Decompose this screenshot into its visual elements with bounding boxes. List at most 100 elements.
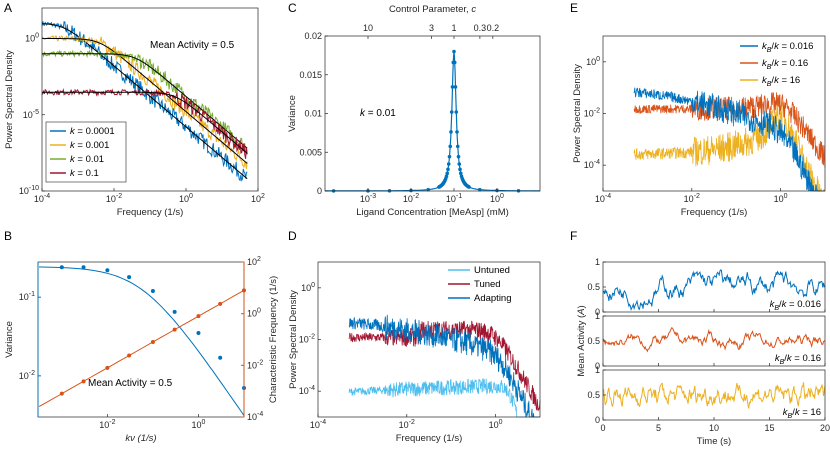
x-tick-label: 10 bbox=[709, 423, 719, 433]
x-axis-label: kν (1/s) bbox=[125, 433, 156, 444]
variance-point bbox=[218, 356, 222, 360]
variance-point bbox=[456, 145, 460, 149]
char-freq-line bbox=[39, 290, 244, 406]
psd-trace-untuned bbox=[349, 379, 540, 417]
top-tick-label: 10 bbox=[363, 23, 373, 33]
variance-point bbox=[459, 172, 463, 176]
trace-label-0: kB/k = 0.016 bbox=[770, 299, 821, 312]
variance-point bbox=[453, 61, 457, 65]
variance-point bbox=[448, 145, 452, 149]
y-tick-label: 0.02 bbox=[304, 31, 322, 41]
y-left-tick-label: 10-1 bbox=[19, 291, 35, 302]
variance-point bbox=[447, 162, 451, 166]
activity-trace-1 bbox=[603, 328, 825, 352]
variance-point bbox=[105, 268, 109, 272]
legend-label-tuned: Tuned bbox=[474, 279, 501, 290]
x-axis-label: Frequency (1/s) bbox=[681, 207, 748, 218]
x-tick-label: 10-1 bbox=[446, 193, 462, 204]
y-right-tick-label: 10-2 bbox=[247, 359, 263, 370]
variance-point bbox=[448, 155, 452, 159]
x-tick-label: 102 bbox=[251, 193, 265, 204]
panel-b-chart: 10-2 100 10-2 10-1 10-4 10-2 100 102 kν (1/s) Var… bbox=[4, 256, 279, 444]
panel-d-chart: 10-4 10-2 10010-410-2100Frequency (1/s)Pow… bbox=[288, 262, 540, 444]
legend-label-0.01: k = 0.01 bbox=[70, 154, 104, 165]
char-freq-point bbox=[151, 340, 155, 344]
x-tick-label: 5 bbox=[656, 423, 661, 433]
y-right-tick-label: 10-4 bbox=[247, 411, 263, 422]
legend-label-0.001: k = 0.001 bbox=[70, 140, 109, 151]
x-tick-label: 10-2 bbox=[684, 193, 700, 204]
legend-label-16: kB/k = 16 bbox=[762, 75, 800, 88]
x-tick-label: 10-4 bbox=[595, 193, 611, 204]
char-freq-point bbox=[127, 354, 131, 358]
char-freq-point bbox=[196, 314, 200, 318]
x-tick-label: 10-3 bbox=[360, 193, 376, 204]
variance-point bbox=[457, 162, 461, 166]
panel-a-chart: 10-4 10-2 100 102 10-10 10-5 100 Frequency (1/s… bbox=[4, 8, 265, 218]
legend-label-adapting: Adapting bbox=[474, 293, 512, 304]
y-tick-label: 10-4 bbox=[299, 385, 315, 396]
panel-label-c: C bbox=[288, 1, 297, 15]
x-tick-label: 10-4 bbox=[34, 193, 50, 204]
y-tick-label: 100 bbox=[586, 56, 600, 67]
top-tick-label: 1 bbox=[451, 23, 456, 33]
annotation-k: k = 0.01 bbox=[360, 108, 396, 119]
char-freq-point bbox=[218, 302, 222, 306]
variance-point bbox=[446, 168, 450, 172]
y-left-axis-label: Variance bbox=[4, 321, 15, 358]
x-axis-label: Time (s) bbox=[697, 436, 731, 447]
variance-point bbox=[445, 175, 449, 179]
variance-point bbox=[455, 130, 459, 134]
variance-point bbox=[457, 155, 461, 159]
figure-canvas: A B C D E F 10-4 10-2 100 10210-1010-5100Fr… bbox=[0, 0, 830, 451]
y-tick-label: 10-4 bbox=[584, 159, 600, 170]
variance-curve bbox=[39, 267, 244, 416]
variance-curve bbox=[325, 52, 540, 191]
variance-point bbox=[449, 130, 453, 134]
char-freq-point bbox=[173, 328, 177, 332]
y-axis-label: Power Spectral Density bbox=[288, 290, 299, 389]
y-tick-label: 10-2 bbox=[299, 334, 315, 345]
x-tick-label: 20 bbox=[820, 423, 830, 433]
trace-label-2: kB/k = 16 bbox=[783, 407, 821, 420]
x-axis-label: Frequency (1/s) bbox=[396, 433, 463, 444]
x-tick-label: 100 bbox=[179, 193, 193, 204]
axes-box-b bbox=[38, 262, 244, 417]
y-tick-label: 100 bbox=[25, 33, 39, 44]
y-tick-label: 0.005 bbox=[299, 147, 322, 157]
panel-label-d: D bbox=[288, 229, 297, 243]
y-left-tick-label: 10-2 bbox=[19, 370, 35, 381]
variance-point bbox=[454, 110, 458, 114]
y-axis-label: Variance bbox=[287, 95, 298, 132]
variance-point bbox=[445, 172, 449, 176]
panel-label-f: F bbox=[570, 229, 577, 243]
y-tick-label: 1 bbox=[595, 257, 600, 267]
axes-box-c bbox=[325, 36, 540, 191]
variance-point bbox=[458, 168, 462, 172]
x-tick-label: 100 bbox=[774, 193, 788, 204]
legend-label-0.16: kB/k = 0.16 bbox=[762, 58, 808, 71]
top-axis-label: Control Parameter, c bbox=[389, 4, 476, 15]
y-tick-label: 0.015 bbox=[299, 70, 322, 80]
panel-label-b: B bbox=[4, 229, 12, 243]
y-tick-label: 10-2 bbox=[584, 108, 600, 119]
trace-label-1: kB/k = 0.16 bbox=[775, 353, 821, 366]
panel-label-e: E bbox=[570, 1, 578, 15]
x-axis-label: Ligand Concentration [MeAsp] (mM) bbox=[356, 207, 509, 218]
activity-trace-2 bbox=[603, 382, 825, 408]
variance-point bbox=[60, 265, 64, 269]
x-tick-label: 10-2 bbox=[399, 419, 415, 430]
y-tick-label: 100 bbox=[301, 282, 315, 293]
y-tick-label: 0 bbox=[317, 186, 322, 196]
y-tick-label: 1 bbox=[595, 311, 600, 321]
x-tick-label: 100 bbox=[191, 419, 205, 430]
x-tick-label: 10-4 bbox=[310, 419, 326, 430]
panel-e-chart: 10-4 10-2 100 10-4 10-2 100 Frequency (1/s) Pow… bbox=[572, 36, 825, 218]
panel-f-chart: 0 0.5 1 kB/k = 0.016 0 0.5 1 kB/k = 0.16 0 0.5 1 kB… bbox=[576, 257, 830, 447]
variance-point bbox=[452, 50, 456, 54]
legend-label-0.1: k = 0.1 bbox=[70, 168, 99, 179]
y-tick-label: 0.5 bbox=[587, 282, 600, 292]
char-freq-point bbox=[105, 366, 109, 370]
x-tick-label: 100 bbox=[490, 193, 504, 204]
y-tick-label: 0 bbox=[595, 415, 600, 425]
